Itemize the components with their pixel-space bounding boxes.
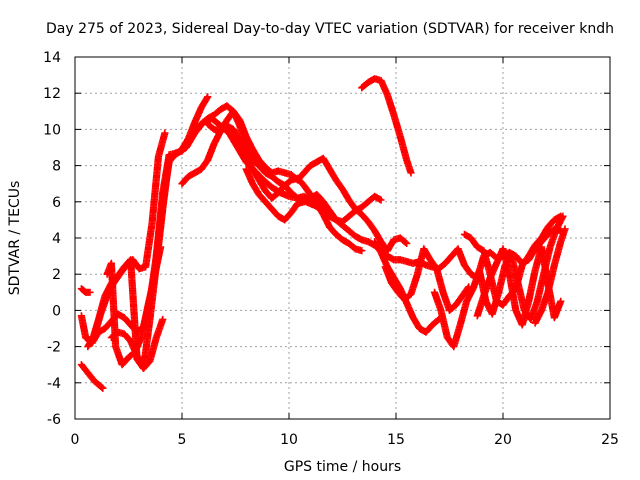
x-tick-label: 15: [387, 432, 405, 448]
y-axis-label: SDTVAR / TECUs: [7, 181, 23, 296]
x-tick-label: 20: [494, 432, 512, 448]
data-point: [98, 383, 106, 391]
data-point: [358, 247, 366, 255]
series-s1: [77, 361, 107, 392]
y-tick-label: 0: [52, 303, 61, 319]
series-s17: [473, 243, 565, 329]
data-point: [557, 297, 565, 305]
data-point: [377, 196, 385, 204]
series-s18: [531, 225, 569, 327]
y-tick-label: 10: [43, 122, 61, 138]
x-tick-label: 5: [178, 432, 187, 448]
y-tick-label: 12: [43, 86, 61, 102]
x-tick-label: 0: [71, 432, 80, 448]
plot-frame: [74, 56, 611, 420]
series-s2: [77, 285, 94, 296]
series-s9: [178, 122, 366, 255]
axis-ticks: 0 5 10 15 20 25 -6 -4 -2 0 2 4 6 8 10 12 14: [43, 50, 619, 448]
data-point: [204, 93, 212, 101]
data-point: [159, 315, 167, 324]
data-point: [401, 238, 410, 246]
x-tick-label: 25: [601, 432, 619, 448]
y-tick-label: -2: [47, 340, 61, 356]
y-tick-label: 8: [52, 159, 61, 175]
series-s14: [381, 245, 473, 314]
data-point: [557, 212, 565, 220]
series-s7: [107, 315, 167, 372]
data-point: [403, 239, 411, 248]
data-point: [99, 384, 107, 392]
y-tick-label: -4: [47, 376, 61, 392]
series-s12: [358, 75, 415, 177]
y-tick-label: 14: [43, 50, 61, 66]
chart-title: Day 275 of 2023, Sidereal Day-to-day VTE…: [46, 21, 614, 37]
y-tick-label: 4: [52, 231, 61, 247]
data-point: [561, 225, 569, 233]
y-tick-label: 2: [52, 267, 61, 283]
x-axis-label: GPS time / hours: [284, 459, 401, 475]
series-s11: [242, 165, 385, 226]
series-s10: [204, 107, 411, 255]
data-points: [77, 75, 569, 392]
data-point: [86, 288, 94, 296]
x-tick-label: 10: [280, 432, 298, 448]
data-point: [161, 129, 169, 137]
y-tick-label: 6: [52, 195, 61, 211]
y-tick-label: -6: [47, 412, 61, 428]
data-point: [203, 94, 211, 102]
data-point: [407, 169, 415, 177]
